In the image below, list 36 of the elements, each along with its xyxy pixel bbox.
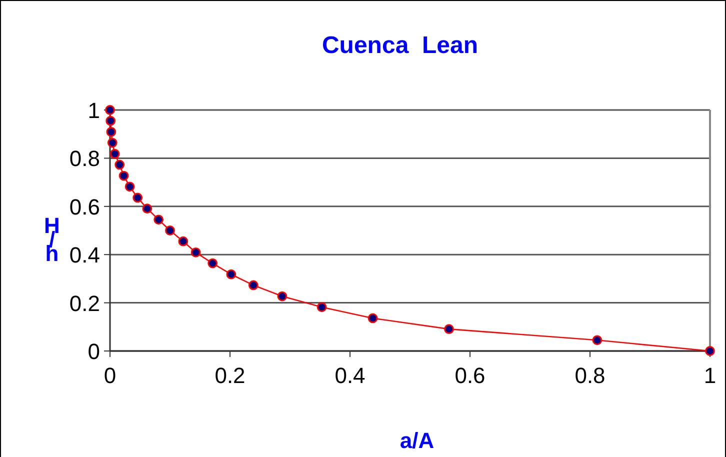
x-tick-label: 0 [104, 363, 116, 388]
x-tick-label: 1 [704, 363, 716, 388]
point [132, 192, 143, 203]
point [142, 204, 152, 214]
point [190, 247, 201, 258]
point [277, 291, 288, 302]
point [248, 280, 258, 290]
x-axis-title: a/A [400, 428, 434, 453]
point [107, 138, 118, 148]
point [114, 160, 125, 170]
point [368, 313, 378, 324]
y-tick-label: 1 [88, 98, 100, 123]
point [110, 148, 120, 159]
y-tick-label: 0.2 [69, 290, 100, 316]
y-tick-label: 0 [88, 339, 100, 364]
chart-title: Cuenca Lean [322, 32, 478, 59]
x-tick-label: 0.8 [574, 363, 606, 388]
point [444, 324, 454, 334]
y-tick-label: 0.8 [69, 146, 100, 172]
point [316, 302, 327, 312]
point [118, 170, 129, 181]
point [592, 335, 602, 346]
point [226, 269, 236, 280]
point [178, 236, 188, 246]
point [106, 126, 116, 137]
point [208, 258, 218, 268]
point [154, 214, 164, 225]
point [165, 226, 175, 236]
x-tick-label: 0.6 [454, 363, 486, 388]
y-axis-title: H/h [44, 213, 60, 266]
x-tick-label: 0.2 [214, 363, 246, 388]
y-tick-label: 0.6 [69, 194, 100, 220]
point [106, 116, 116, 126]
point [124, 182, 135, 192]
x-tick-label: 0.4 [334, 363, 366, 388]
y-tick-label: 0.4 [69, 242, 100, 268]
